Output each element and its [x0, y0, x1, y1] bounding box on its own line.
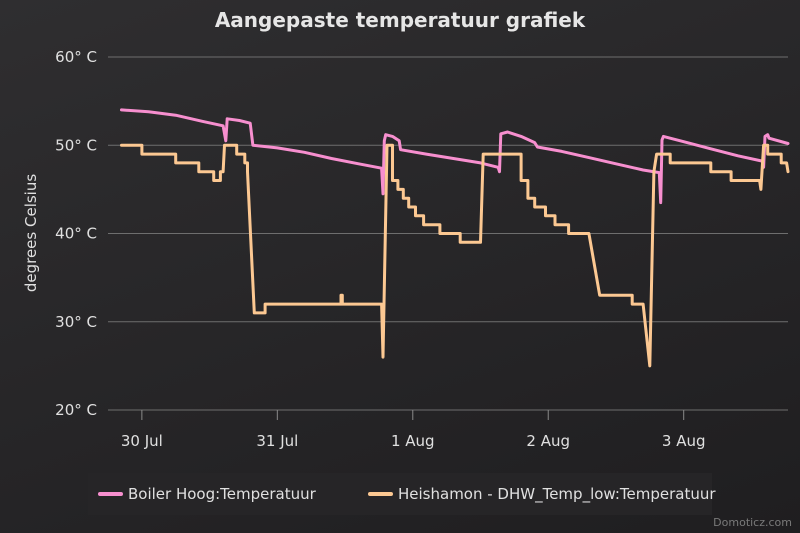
x-tick-label: 3 Aug	[662, 432, 706, 450]
y-axis-title: degrees Celsius	[22, 174, 40, 293]
chart-title: Aangepaste temperatuur grafiek	[215, 8, 586, 32]
x-tick-label: 1 Aug	[391, 432, 435, 450]
x-tick-label: 2 Aug	[526, 432, 570, 450]
y-tick-label: 20° C	[55, 401, 97, 419]
y-tick-label: 40° C	[55, 225, 97, 243]
legend: Boiler Hoog:Temperatuur Heishamon - DHW_T…	[88, 473, 716, 515]
series-lines	[120, 108, 790, 368]
x-tick-label: 31 Jul	[256, 432, 298, 450]
y-tick-label: 60° C	[55, 48, 97, 66]
series-line-2[interactable]	[120, 143, 790, 368]
y-axis-ticks: 20° C 30° C 40° C 50° C 60° C	[55, 48, 97, 419]
x-tick-label: 30 Jul	[121, 432, 163, 450]
x-axis-ticks: 30 Jul 31 Jul 1 Aug 2 Aug 3 Aug	[121, 410, 706, 450]
y-tick-label: 50° C	[55, 136, 97, 154]
credit-link[interactable]: Domoticz.com	[713, 516, 792, 529]
legend-box	[88, 473, 712, 515]
legend-item-1[interactable]: Boiler Hoog:Temperatuur	[128, 485, 317, 503]
legend-item-2[interactable]: Heishamon - DHW_Temp_low:Temperatuur	[398, 485, 716, 504]
y-tick-label: 30° C	[55, 313, 97, 331]
series-line-1[interactable]	[120, 108, 790, 205]
